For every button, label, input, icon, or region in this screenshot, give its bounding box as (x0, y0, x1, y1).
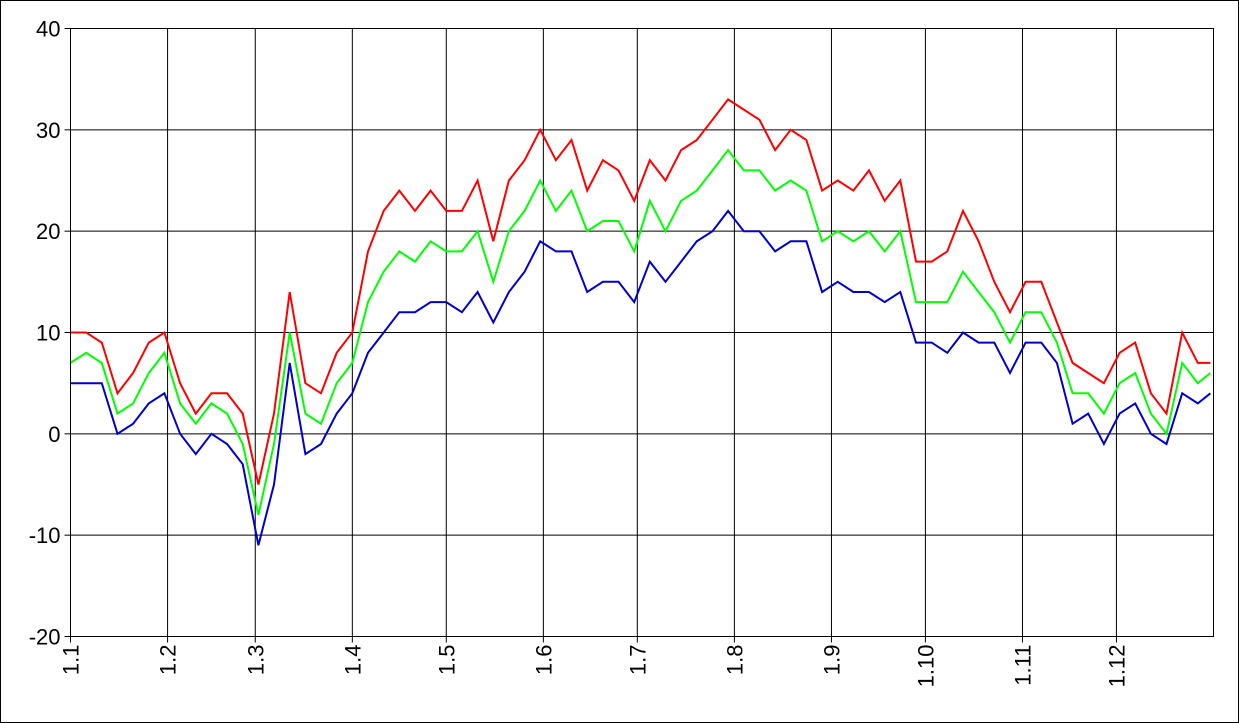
plot-lines (69, 98, 1212, 546)
x-tick-label: 1.5 (434, 645, 459, 676)
x-tick-label: 1.8 (722, 645, 747, 676)
x-tick-label: 1.7 (625, 645, 650, 676)
x-tick-label: 1.6 (531, 645, 556, 676)
x-tick-label: 1.2 (156, 645, 181, 676)
series-line (70, 98, 1211, 485)
y-tick-label: 40 (36, 17, 60, 42)
y-tick-label: -10 (29, 523, 61, 548)
x-tick-label: 1.4 (340, 645, 365, 676)
tick-labels: -20 -10 0 10 20 30 40 1.1 1.2 1.3 1.4 1.5 1.6 1.7 1.8 1… (29, 17, 1130, 688)
y-tick-label: 20 (36, 219, 60, 244)
x-tick-label: 1.9 (819, 645, 844, 676)
x-tick-label: 1.11 (1010, 645, 1035, 686)
plot-border (70, 28, 1214, 637)
y-tick-label: 10 (36, 321, 60, 346)
x-tick-label: 1.10 (913, 645, 938, 688)
y-tick-label: -20 (29, 625, 61, 650)
series-line (69, 148, 1212, 516)
y-tick-label: 0 (48, 422, 60, 447)
series-line (70, 209, 1212, 546)
y-tick-label: 30 (36, 118, 60, 143)
x-tick-label: 1.12 (1104, 645, 1129, 688)
x-tick-label: 1.1 (59, 645, 84, 676)
x-tick-label: 1.3 (243, 645, 268, 676)
